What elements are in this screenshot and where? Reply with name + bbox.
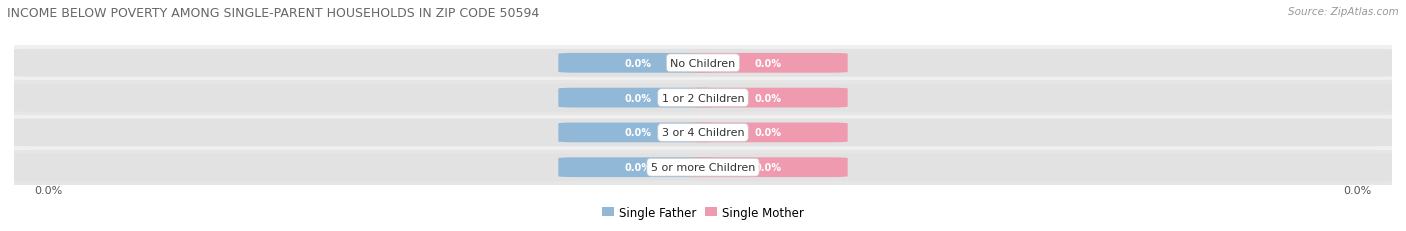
Bar <box>14 116 1392 150</box>
FancyBboxPatch shape <box>558 54 717 73</box>
FancyBboxPatch shape <box>7 119 1399 147</box>
Text: 1 or 2 Children: 1 or 2 Children <box>662 93 744 103</box>
Text: 0.0%: 0.0% <box>624 128 651 138</box>
FancyBboxPatch shape <box>689 158 848 177</box>
Text: 0.0%: 0.0% <box>624 93 651 103</box>
Text: No Children: No Children <box>671 58 735 69</box>
FancyBboxPatch shape <box>7 154 1399 181</box>
Text: 0.0%: 0.0% <box>1343 185 1371 195</box>
Text: INCOME BELOW POVERTY AMONG SINGLE-PARENT HOUSEHOLDS IN ZIP CODE 50594: INCOME BELOW POVERTY AMONG SINGLE-PARENT… <box>7 7 540 20</box>
Text: 0.0%: 0.0% <box>755 93 782 103</box>
Text: 0.0%: 0.0% <box>755 162 782 173</box>
FancyBboxPatch shape <box>689 54 848 73</box>
Text: Source: ZipAtlas.com: Source: ZipAtlas.com <box>1288 7 1399 17</box>
Text: 0.0%: 0.0% <box>624 162 651 173</box>
FancyBboxPatch shape <box>558 88 717 108</box>
FancyBboxPatch shape <box>558 158 717 177</box>
Text: 3 or 4 Children: 3 or 4 Children <box>662 128 744 138</box>
FancyBboxPatch shape <box>689 88 848 108</box>
FancyBboxPatch shape <box>7 50 1399 77</box>
Bar <box>14 150 1392 185</box>
Text: 0.0%: 0.0% <box>624 58 651 69</box>
FancyBboxPatch shape <box>689 123 848 143</box>
Text: 5 or more Children: 5 or more Children <box>651 162 755 173</box>
Legend: Single Father, Single Mother: Single Father, Single Mother <box>598 201 808 223</box>
Bar <box>14 81 1392 116</box>
Text: 0.0%: 0.0% <box>755 128 782 138</box>
Text: 0.0%: 0.0% <box>35 185 63 195</box>
FancyBboxPatch shape <box>7 84 1399 112</box>
Bar <box>14 46 1392 81</box>
Text: 0.0%: 0.0% <box>755 58 782 69</box>
FancyBboxPatch shape <box>558 123 717 143</box>
